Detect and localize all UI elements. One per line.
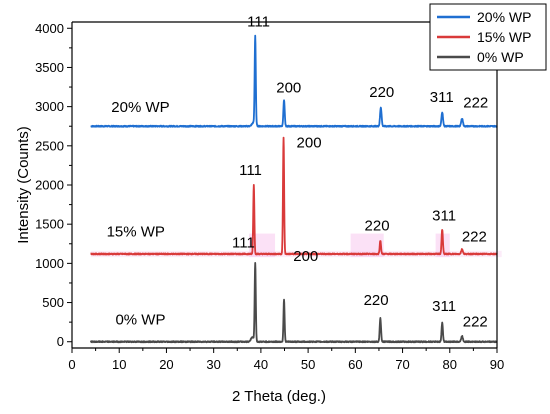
peak-annotation: 311	[432, 207, 456, 224]
y-axis-title: Intensity (Counts)	[15, 126, 32, 244]
peak-annotation: 111	[232, 235, 255, 252]
legend-layer: 20% WP 15% WP 0% WP	[429, 3, 547, 71]
peak-annotation: 200	[297, 134, 322, 151]
y-tick-label: 3500	[35, 60, 64, 75]
y-tick-label: 500	[42, 295, 64, 310]
peak-annotation: 200	[293, 248, 318, 265]
series-line-3	[90, 261, 498, 344]
y-tick-label: 2000	[35, 178, 64, 193]
y-tick-label: 1000	[35, 256, 64, 271]
peak-annotation: 222	[463, 94, 488, 111]
peak-annotation: 0% WP	[115, 311, 165, 328]
x-tick-label: 10	[112, 357, 126, 372]
y-tick-label: 0	[57, 334, 64, 349]
x-tick-label: 80	[443, 357, 457, 372]
peak-annotation: 220	[364, 292, 389, 309]
legend-label: 20% WP	[477, 9, 531, 25]
x-tick-label: 40	[254, 357, 268, 372]
y-tick-label: 3000	[35, 99, 64, 114]
peak-annotation: 220	[365, 217, 390, 234]
x-tick-label: 0	[68, 357, 75, 372]
y-tick-label: 4000	[35, 21, 64, 36]
x-tick-label: 30	[206, 357, 220, 372]
peak-annotation: 222	[463, 313, 488, 330]
peak-annotation: 15% WP	[107, 224, 165, 241]
series-layer	[90, 34, 498, 344]
peak-annotation: 111	[247, 14, 270, 31]
peak-annotation: 222	[462, 228, 487, 245]
highlight-band	[350, 233, 384, 258]
x-tick-label: 60	[348, 357, 362, 372]
axes-layer: 0 10 20 30 40 50 60 70 80 90 0 500 1000 1500 2000 2500 3…	[35, 21, 504, 372]
peak-annotation: 111	[239, 162, 262, 179]
peak-annotation: 311	[430, 89, 454, 106]
x-tick-label: 20	[159, 357, 173, 372]
x-tick-label: 90	[490, 357, 504, 372]
peak-annotation: 311	[432, 298, 456, 315]
x-axis-title: 2 Theta (deg.)	[232, 388, 326, 405]
x-tick-label: 50	[301, 357, 315, 372]
y-tick-label: 1500	[35, 217, 64, 232]
peak-annotation: 220	[369, 84, 394, 101]
peak-annotation: 200	[276, 80, 301, 97]
x-tick-label: 70	[395, 357, 409, 372]
legend-label: 15% WP	[477, 29, 531, 45]
legend-label: 0% WP	[477, 49, 524, 65]
peak-annotation: 20% WP	[111, 99, 169, 116]
series-line-1	[90, 34, 498, 128]
series-line-2	[90, 136, 498, 256]
annotations-layer: 111 200 220 311 222 20% WP 111 200 220 311 222 15% …	[107, 14, 489, 331]
y-tick-label: 2500	[35, 138, 64, 153]
